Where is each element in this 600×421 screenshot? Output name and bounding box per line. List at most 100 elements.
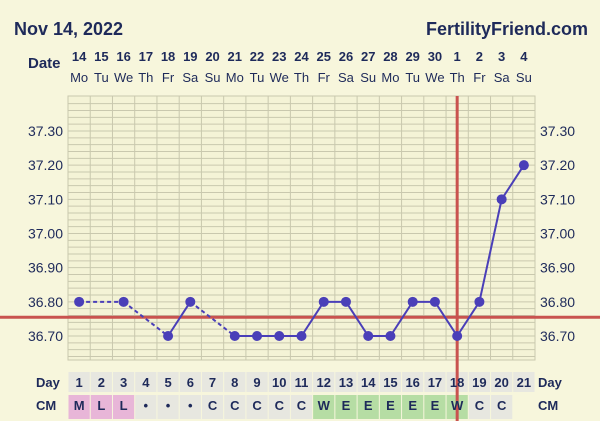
date-number: 3 xyxy=(498,49,505,64)
weekday-label: We xyxy=(425,70,444,85)
cycle-day-number: 14 xyxy=(361,375,376,390)
cm-cell xyxy=(402,395,424,419)
cm-value: • xyxy=(188,398,193,413)
weekday-label: Su xyxy=(205,70,221,85)
day-cell xyxy=(313,372,335,392)
temperature-point xyxy=(252,331,263,341)
temperature-line-segment xyxy=(500,164,525,200)
date-number: 29 xyxy=(405,49,419,64)
y-tick-label-right: 36.70 xyxy=(540,328,575,344)
cm-value: C xyxy=(497,398,507,413)
day-cell xyxy=(468,372,491,392)
cm-value: C xyxy=(297,398,307,413)
weekday-label: Sa xyxy=(338,70,355,85)
cm-cell xyxy=(157,395,179,419)
temperature-point xyxy=(163,331,174,341)
cycle-day-number: 10 xyxy=(272,375,286,390)
y-tick-label-right: 37.00 xyxy=(540,226,575,242)
y-tick-label-right: 37.30 xyxy=(540,123,575,139)
temperature-point xyxy=(385,331,396,341)
cycle-day-number: 21 xyxy=(517,375,531,390)
temperature-point xyxy=(518,160,529,171)
day-cell xyxy=(201,372,224,392)
temperature-point xyxy=(318,296,329,307)
y-tick-label-right: 36.80 xyxy=(540,294,575,310)
day-row-label-left: Day xyxy=(36,375,61,390)
date-number: 25 xyxy=(317,49,331,64)
weekday-label: Tu xyxy=(405,70,420,85)
day-cell xyxy=(68,372,90,392)
day-cell xyxy=(90,372,112,392)
cm-cell xyxy=(135,395,157,419)
cycle-day-number: 16 xyxy=(405,375,419,390)
day-cell xyxy=(379,372,402,392)
cm-value: W xyxy=(318,398,331,413)
date-number: 21 xyxy=(228,49,242,64)
day-cell xyxy=(112,372,135,392)
day-cell xyxy=(357,372,379,392)
weekday-label: Th xyxy=(294,70,309,85)
date-number: 15 xyxy=(94,49,108,64)
weekday-label: We xyxy=(270,70,289,85)
cm-cell xyxy=(491,395,513,419)
date-number: 17 xyxy=(139,49,153,64)
date-number: 19 xyxy=(183,49,197,64)
weekday-label: Fr xyxy=(473,70,486,85)
y-tick-label-right: 36.90 xyxy=(540,260,575,276)
date-number: 16 xyxy=(116,49,130,64)
y-tick-label-left: 37.20 xyxy=(28,157,63,173)
weekday-label: We xyxy=(114,70,133,85)
y-tick-label-left: 37.00 xyxy=(28,226,63,242)
cm-cell xyxy=(268,395,290,419)
day-cell xyxy=(224,372,246,392)
cycle-day-number: 13 xyxy=(339,375,353,390)
cm-cell xyxy=(357,395,379,419)
cycle-day-number: 4 xyxy=(142,375,150,390)
day-cell xyxy=(157,372,179,392)
date-number: 27 xyxy=(361,49,375,64)
date-number: 14 xyxy=(72,49,87,64)
day-cell xyxy=(290,372,313,392)
overlay xyxy=(0,96,600,421)
day-cell xyxy=(246,372,268,392)
date-number: 24 xyxy=(294,49,309,64)
date-number: 2 xyxy=(476,49,483,64)
cm-value: M xyxy=(74,398,85,413)
cycle-day-number: 2 xyxy=(98,375,105,390)
date-number: 22 xyxy=(250,49,264,64)
y-tick-label-left: 36.90 xyxy=(28,260,63,276)
temperature-line-segment xyxy=(345,301,370,337)
cm-cell xyxy=(90,395,112,419)
cycle-day-number: 8 xyxy=(231,375,238,390)
cycle-day-number: 9 xyxy=(253,375,260,390)
cm-row-label-left: CM xyxy=(36,398,56,413)
cm-cell xyxy=(246,395,268,419)
date-number: 1 xyxy=(454,49,461,64)
weekday-label: Mo xyxy=(226,70,244,85)
cm-value: L xyxy=(97,398,105,413)
cm-cell xyxy=(179,395,201,419)
y-tick-label-right: 37.20 xyxy=(540,157,575,173)
temperature-line-segment xyxy=(122,301,169,337)
cm-cell xyxy=(224,395,246,419)
cm-value: E xyxy=(408,398,417,413)
cycle-day-number: 3 xyxy=(120,375,127,390)
day-cell xyxy=(179,372,201,392)
cm-value: C xyxy=(252,398,262,413)
cm-value: C xyxy=(208,398,218,413)
temperature-line-segment xyxy=(434,301,459,337)
cycle-day-number: 12 xyxy=(317,375,331,390)
weekday-label: Mo xyxy=(70,70,88,85)
day-cell xyxy=(135,372,157,392)
cm-value: C xyxy=(275,398,285,413)
cm-cell xyxy=(112,395,135,419)
labels: 37.30 37.30 37.20 37.20 37.10 37.10 37.00 37.00… xyxy=(28,49,575,413)
temperature-point xyxy=(363,331,374,341)
temperature-point xyxy=(274,331,285,341)
weekday-label: Th xyxy=(450,70,465,85)
grid xyxy=(67,95,536,419)
cm-cell xyxy=(201,395,224,419)
temperature-line-segment xyxy=(478,199,503,303)
cm-cell xyxy=(335,395,357,419)
cycle-day-number: 5 xyxy=(164,375,171,390)
